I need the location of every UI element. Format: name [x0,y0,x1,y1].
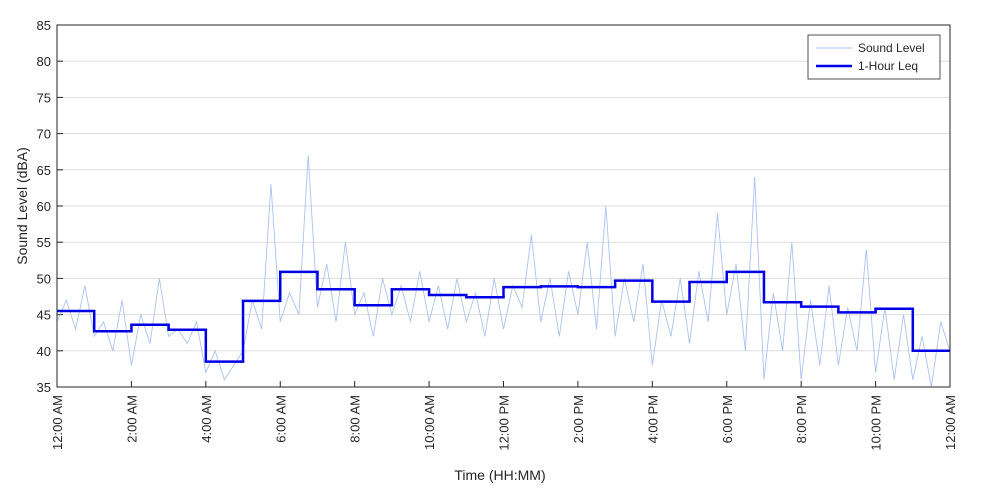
x-axis-label: Time (HH:MM) [454,467,545,483]
x-tick-label: 2:00 PM [571,395,586,443]
x-tick-label: 4:00 PM [645,395,660,443]
y-tick-label: 35 [37,380,51,395]
x-tick-label: 8:00 PM [794,395,809,443]
y-tick-label: 55 [37,235,51,250]
y-tick-label: 65 [37,163,51,178]
legend-label: Sound Level [858,41,925,55]
y-tick-label: 40 [37,344,51,359]
y-tick-label: 75 [37,90,51,105]
legend-box [807,34,941,80]
y-axis-label: Sound Level (dBA) [14,147,30,265]
x-tick-label: 12:00 PM [497,395,512,451]
y-tick-label: 60 [37,199,51,214]
plot-frame [56,24,951,388]
y-tick-label: 85 [37,18,51,33]
x-tick-label: 4:00 AM [199,395,214,443]
y-tick-label: 80 [37,54,51,69]
x-tick-label: 12:00 AM [943,395,958,450]
y-tick-label: 45 [37,308,51,323]
x-tick-label: 2:00 AM [124,395,139,443]
y-tick-label: 70 [37,127,51,142]
x-tick-label: 10:00 AM [422,395,437,450]
x-tick-label: 12:00 AM [50,395,65,450]
y-tick-label: 50 [37,271,51,286]
x-tick-label: 10:00 PM [869,395,884,451]
x-tick-label: 8:00 AM [348,395,363,443]
x-tick-label: 6:00 PM [720,395,735,443]
plot-series [57,155,950,387]
x-tick-label: 6:00 AM [273,395,288,443]
legend-label: 1-Hour Leq [858,59,918,73]
sound-level-line [57,155,950,387]
